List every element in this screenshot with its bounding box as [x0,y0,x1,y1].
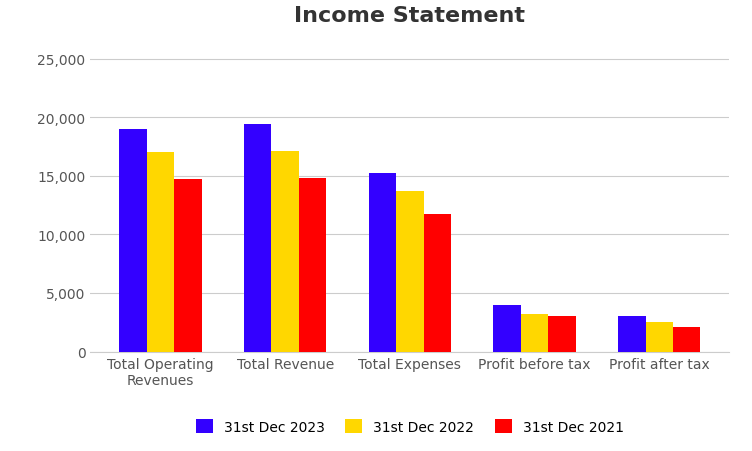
Bar [423,215,451,352]
Bar [120,129,147,352]
Bar [521,314,548,352]
Bar [147,153,174,352]
Bar [548,317,576,352]
Bar [244,125,271,352]
Bar [396,192,423,352]
Bar [673,327,700,352]
Bar [299,179,326,352]
Legend: 31st Dec 2023, 31st Dec 2022, 31st Dec 2021: 31st Dec 2023, 31st Dec 2022, 31st Dec 2… [190,414,629,440]
Bar [645,322,673,352]
Title: Income Statement: Income Statement [294,6,526,26]
Bar [493,305,521,352]
Bar [618,317,645,352]
Bar [271,152,299,352]
Bar [368,174,396,352]
Bar [174,180,202,352]
